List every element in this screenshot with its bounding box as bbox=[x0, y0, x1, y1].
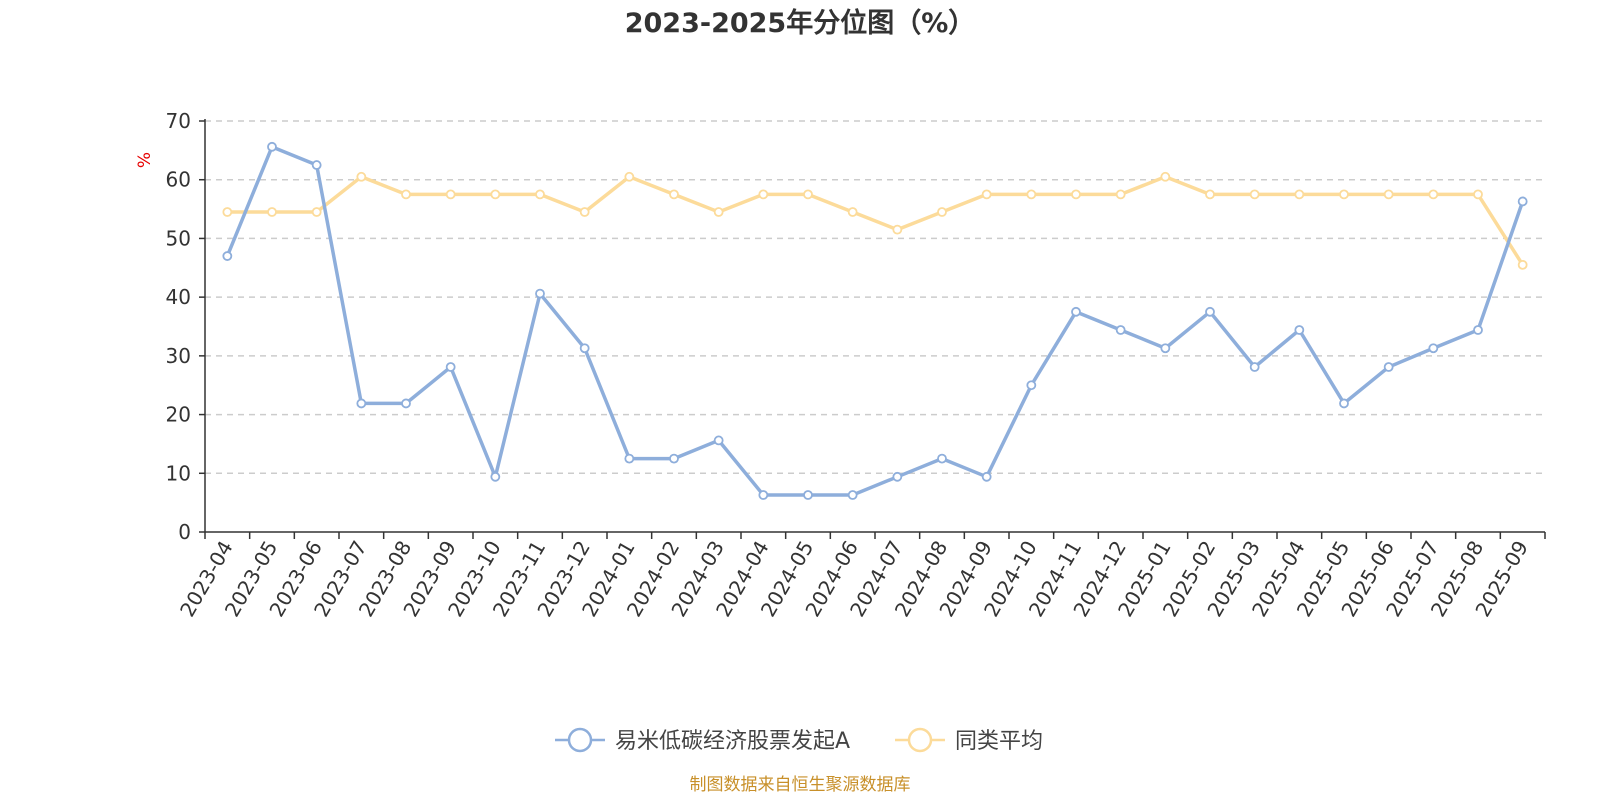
data-point-series-1[interactable] bbox=[535, 288, 545, 299]
data-point-series-1[interactable] bbox=[222, 251, 233, 261]
data-point-series-2[interactable] bbox=[1517, 259, 1528, 270]
data-point-series-1[interactable] bbox=[892, 471, 903, 482]
data-point-series-2[interactable] bbox=[803, 189, 813, 200]
data-point-series-1[interactable] bbox=[937, 453, 947, 464]
data-point-series-1[interactable] bbox=[1428, 343, 1439, 354]
data-point-series-2[interactable] bbox=[535, 189, 545, 200]
data-point-series-2[interactable] bbox=[1026, 189, 1037, 200]
data-point-series-1[interactable] bbox=[981, 471, 992, 482]
data-point-series-2[interactable] bbox=[937, 207, 947, 217]
data-point-series-2[interactable] bbox=[356, 171, 367, 182]
y-tick-label: 50 bbox=[166, 226, 191, 250]
data-point-series-2[interactable] bbox=[1249, 189, 1260, 200]
data-point-series-1[interactable] bbox=[1249, 362, 1260, 372]
data-point-series-1[interactable] bbox=[1473, 325, 1483, 335]
data-point-series-1[interactable] bbox=[803, 490, 813, 500]
data-point-series-2[interactable] bbox=[1428, 189, 1439, 200]
data-point-series-2[interactable] bbox=[267, 207, 277, 217]
data-point-series-1[interactable] bbox=[445, 362, 456, 372]
data-point-series-1[interactable] bbox=[490, 471, 501, 482]
data-point-series-1[interactable] bbox=[624, 453, 635, 464]
data-point-series-2[interactable] bbox=[713, 207, 724, 217]
legend-item-1[interactable]: 易米低碳经济股票发起A bbox=[555, 727, 850, 754]
y-tick-label: 70 bbox=[166, 109, 191, 133]
y-tick-label: 20 bbox=[166, 403, 191, 427]
data-point-series-1[interactable] bbox=[356, 398, 367, 409]
data-point-series-2[interactable] bbox=[1339, 189, 1349, 200]
data-point-series-2[interactable] bbox=[847, 207, 858, 217]
data-point-series-1[interactable] bbox=[1026, 380, 1037, 391]
data-point-series-1[interactable] bbox=[1294, 325, 1305, 335]
data-point-series-2[interactable] bbox=[490, 189, 501, 200]
data-point-series-2[interactable] bbox=[669, 189, 679, 200]
legend[interactable]: 易米低碳经济股票发起A 同类平均 bbox=[555, 727, 1043, 754]
series-layer bbox=[222, 141, 1528, 500]
data-point-series-1[interactable] bbox=[1517, 196, 1528, 207]
data-point-series-1[interactable] bbox=[669, 453, 679, 464]
data-point-series-2[interactable] bbox=[1160, 171, 1171, 182]
data-point-series-2[interactable] bbox=[981, 189, 992, 200]
data-point-series-2[interactable] bbox=[1071, 189, 1081, 200]
data-point-series-1[interactable] bbox=[758, 490, 769, 500]
legend-item-2[interactable]: 同类平均 bbox=[895, 727, 1043, 754]
data-point-series-2[interactable] bbox=[401, 189, 411, 200]
legend-symbol-circle bbox=[907, 727, 933, 753]
data-point-series-2[interactable] bbox=[1205, 189, 1215, 200]
data-point-series-2[interactable] bbox=[579, 207, 590, 217]
legend-label: 同类平均 bbox=[955, 729, 1043, 754]
data-point-series-2[interactable] bbox=[1294, 189, 1305, 200]
data-point-series-1[interactable] bbox=[1115, 325, 1126, 335]
chart-title: 2023-2025年分位图（%） bbox=[625, 7, 976, 39]
data-point-series-1[interactable] bbox=[311, 160, 322, 170]
data-point-series-1[interactable] bbox=[267, 141, 277, 152]
data-point-series-2[interactable] bbox=[1473, 189, 1483, 200]
y-tick-label: 60 bbox=[166, 168, 191, 192]
series-line-2 bbox=[227, 175, 1525, 266]
series-line-1 bbox=[225, 145, 1525, 497]
data-point-series-2[interactable] bbox=[311, 207, 322, 217]
data-source-note: 制图数据来自恒生聚源数据库 bbox=[690, 775, 911, 795]
y-tick-label: 40 bbox=[166, 285, 191, 309]
data-point-series-1[interactable] bbox=[1071, 306, 1081, 317]
legend-symbol-circle bbox=[567, 727, 593, 753]
y-tick-label: 30 bbox=[166, 344, 191, 368]
data-point-series-2[interactable] bbox=[758, 189, 769, 200]
data-point-series-2[interactable] bbox=[1383, 189, 1394, 200]
data-point-series-2[interactable] bbox=[892, 224, 903, 235]
grid-lines bbox=[205, 120, 1545, 475]
axes: 0102030405060702023-042023-052023-062023… bbox=[166, 109, 1546, 621]
data-point-series-1[interactable] bbox=[1383, 362, 1394, 372]
data-point-series-1[interactable] bbox=[713, 435, 724, 446]
data-point-series-2[interactable] bbox=[1115, 189, 1126, 200]
y-tick-label: 10 bbox=[166, 461, 191, 485]
y-axis-unit: % bbox=[135, 152, 155, 168]
data-point-series-2[interactable] bbox=[624, 171, 635, 182]
data-point-series-2[interactable] bbox=[445, 189, 456, 200]
data-point-series-1[interactable] bbox=[1205, 306, 1215, 317]
data-point-series-1[interactable] bbox=[401, 398, 411, 409]
data-point-series-1[interactable] bbox=[1160, 343, 1171, 354]
data-point-series-1[interactable] bbox=[1339, 398, 1349, 409]
data-point-series-1[interactable] bbox=[847, 490, 858, 500]
legend-label: 易米低碳经济股票发起A bbox=[615, 729, 850, 754]
data-point-series-2[interactable] bbox=[222, 207, 233, 217]
data-point-series-1[interactable] bbox=[579, 343, 590, 354]
y-tick-label: 0 bbox=[178, 520, 191, 544]
